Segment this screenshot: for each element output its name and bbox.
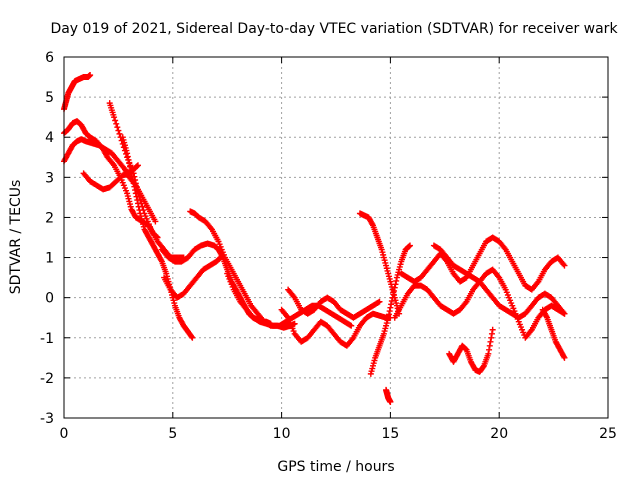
data-point: [126, 160, 133, 167]
data-point: [389, 294, 396, 301]
x-tick-label: 20: [490, 426, 508, 442]
x-tick-label: 10: [273, 426, 291, 442]
data-point: [114, 124, 121, 131]
data-point: [388, 301, 395, 308]
data-point: [387, 304, 394, 311]
data-point: [112, 117, 119, 124]
series-sat-l: [285, 286, 383, 321]
chart-title: Day 019 of 2021, Sidereal Day-to-day VTE…: [50, 21, 618, 37]
series-sat-k: [278, 306, 394, 349]
series-sat-s: [446, 326, 496, 375]
data-point: [134, 162, 141, 169]
series-sat-t: [539, 306, 568, 361]
data-point: [393, 277, 400, 284]
data-point: [116, 130, 123, 137]
data-point: [486, 346, 493, 353]
data-point: [131, 183, 138, 190]
data-point: [561, 310, 568, 317]
data-point: [387, 398, 394, 405]
data-point: [488, 330, 495, 337]
data-point: [386, 308, 393, 315]
data-point: [111, 114, 118, 121]
data-point: [136, 207, 143, 214]
data-point: [561, 354, 568, 361]
data-point: [132, 190, 139, 197]
series-sat-n: [367, 242, 413, 377]
data-point: [130, 180, 137, 187]
x-tick-label: 25: [599, 426, 617, 442]
data-point: [127, 166, 134, 173]
data-point: [391, 287, 398, 294]
x-tick-label: 15: [381, 426, 399, 442]
data-point: [125, 156, 132, 163]
data-point: [132, 187, 139, 194]
y-tick-label: -1: [40, 331, 54, 347]
data-point: [390, 291, 397, 298]
series-sat-q: [398, 234, 568, 293]
data-points: [61, 72, 568, 405]
data-point: [188, 333, 195, 340]
y-tick-label: -3: [40, 411, 54, 427]
grid: [64, 57, 608, 418]
data-point: [376, 298, 383, 305]
x-tick-label: 5: [168, 426, 177, 442]
x-tick-label: 0: [60, 426, 69, 442]
plot-frame: [63, 56, 609, 419]
y-tick-label: 3: [45, 170, 54, 186]
y-axis-label: SDTVAR / TECUs: [8, 180, 24, 295]
data-point: [485, 350, 492, 357]
data-point: [388, 298, 395, 305]
data-point: [129, 177, 136, 184]
data-point: [115, 127, 122, 134]
y-tick-label: -2: [40, 371, 54, 387]
data-point: [385, 314, 392, 321]
data-point: [129, 173, 136, 180]
y-tick-label: 1: [45, 251, 54, 267]
y-tick-label: 6: [45, 50, 54, 66]
series-sat-m: [356, 210, 403, 317]
data-point: [487, 338, 494, 345]
y-tick-label: 2: [45, 210, 54, 226]
x-axis-label: GPS time / hours: [277, 459, 394, 475]
data-point: [124, 150, 131, 157]
data-point: [133, 193, 140, 200]
data-point: [488, 334, 495, 341]
data-point: [486, 342, 493, 349]
data-point: [113, 120, 120, 127]
data-point: [348, 322, 355, 329]
series-sat-o: [383, 386, 394, 405]
data-point: [406, 242, 413, 249]
data-point: [561, 262, 568, 269]
y-tick-label: 5: [45, 90, 54, 106]
series-sat-r: [430, 242, 568, 321]
data-point: [152, 218, 159, 225]
series-sat-a: [61, 72, 94, 113]
data-point: [134, 197, 141, 204]
data-point: [127, 163, 134, 170]
data-point: [480, 363, 487, 370]
data-point: [87, 72, 94, 79]
data-point: [134, 200, 141, 207]
axis-ticks: 0 5 10 15 20 25 -3 -2 -1 0 1 2 3 4 5 6: [40, 50, 617, 442]
data-point: [135, 203, 142, 210]
y-tick-label: 0: [45, 291, 54, 307]
data-point: [124, 153, 131, 160]
data-point: [391, 284, 398, 291]
data-point: [189, 334, 196, 341]
data-point: [489, 326, 496, 333]
data-point: [128, 170, 135, 177]
y-tick-label: 4: [45, 130, 54, 146]
data-point: [385, 311, 392, 318]
series-sat-c: [61, 136, 159, 225]
data-point: [392, 281, 399, 288]
